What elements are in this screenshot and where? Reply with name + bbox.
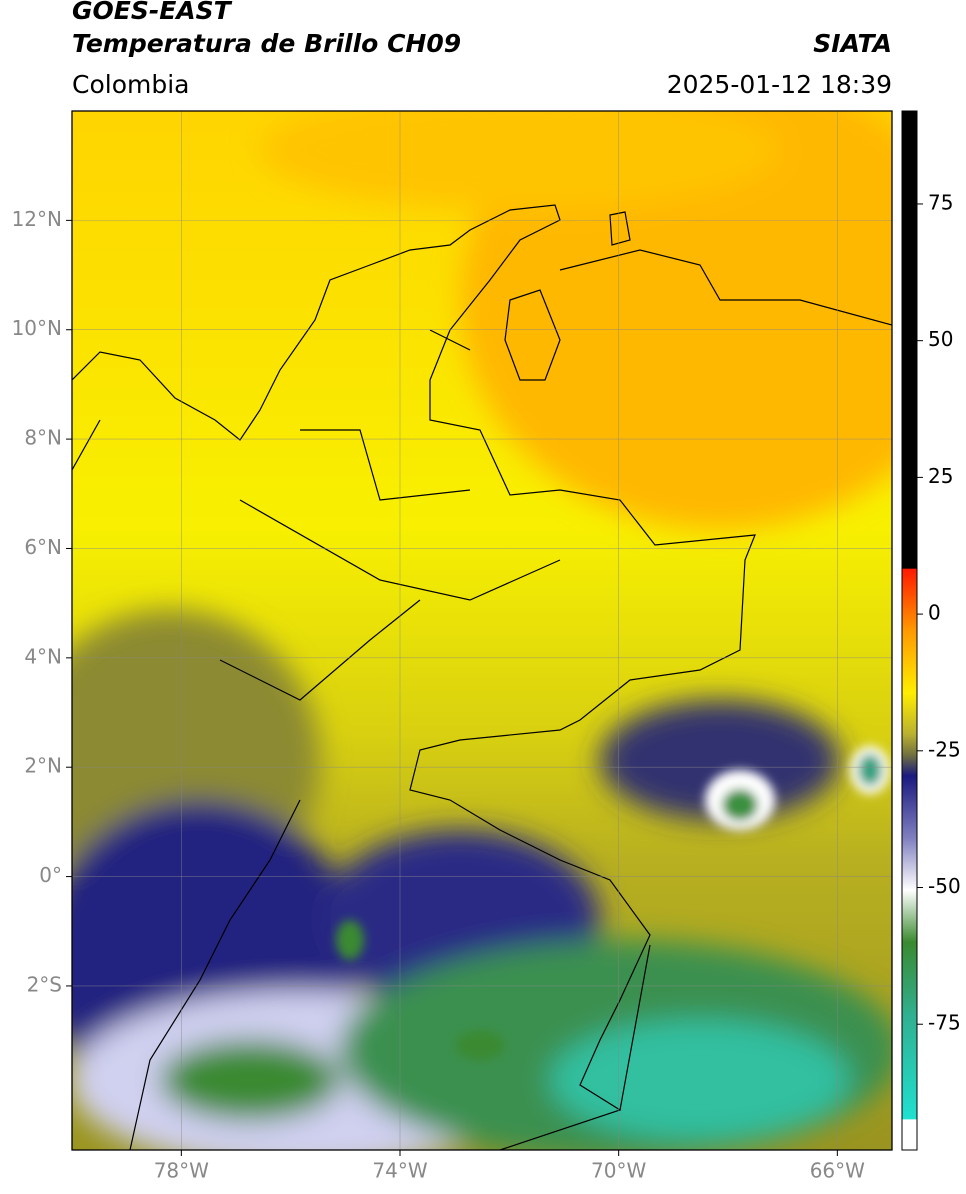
- x-tick-label: 74°W: [372, 1159, 427, 1183]
- datetime: 2025-01-12 18:39: [667, 70, 892, 99]
- x-tick-label: 66°W: [810, 1159, 865, 1183]
- colorbar: [901, 110, 918, 1151]
- title: GOES-EAST: [72, 0, 233, 25]
- satellite-image: [72, 111, 892, 1150]
- region: Colombia: [72, 70, 189, 99]
- colorbar-tick-label: 25: [928, 464, 953, 488]
- y-tick-label: 2°S: [27, 972, 62, 996]
- y-tick-label: 2°N: [24, 754, 62, 778]
- colorbar-tick-label: -75: [928, 1011, 961, 1035]
- x-tick-label: 70°W: [591, 1159, 646, 1183]
- y-tick-label: 4°N: [24, 644, 62, 668]
- y-tick-label: 6°N: [24, 535, 62, 559]
- x-tick-label: 78°W: [154, 1159, 209, 1183]
- colorbar-tick-label: 0: [928, 601, 941, 625]
- colorbar-tick-label: 75: [928, 190, 953, 214]
- colorbar-tick-label: -25: [928, 737, 961, 761]
- source: SIATA: [813, 29, 892, 58]
- plot-frame: [71, 110, 893, 1151]
- subtitle: Temperatura de Brillo CH09: [72, 29, 461, 58]
- colorbar-tick-label: -50: [928, 874, 961, 898]
- y-tick-label: 8°N: [24, 426, 62, 450]
- y-tick-label: 10°N: [12, 316, 62, 340]
- colorbar-tick-label: 50: [928, 327, 953, 351]
- y-tick-label: 12°N: [12, 207, 62, 231]
- grid: [72, 111, 892, 1150]
- y-tick-label: 0°: [39, 863, 62, 887]
